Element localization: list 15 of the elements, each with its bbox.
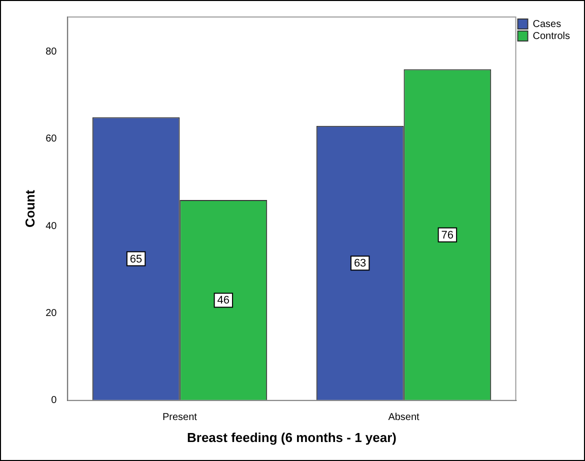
y-tick-label: 0 (51, 395, 58, 406)
y-tick-label: 40 (46, 220, 58, 232)
y-tick-label: 60 (46, 134, 58, 145)
legend-label: Controls (532, 30, 570, 42)
data-label: 63 (354, 258, 366, 270)
x-axis-title: Breast feeding (6 months - 1 year) (186, 430, 396, 445)
data-label: 46 (217, 294, 230, 307)
legend-label: Cases (532, 18, 562, 30)
y-tick-label: 80 (46, 46, 58, 58)
data-label: 65 (130, 253, 142, 266)
x-tick-label: Absent (388, 412, 420, 424)
y-axis-title: Count (22, 189, 38, 228)
data-label: 76 (441, 229, 454, 242)
y-tick-label: 20 (46, 308, 58, 320)
x-tick-label: Present (162, 412, 198, 424)
